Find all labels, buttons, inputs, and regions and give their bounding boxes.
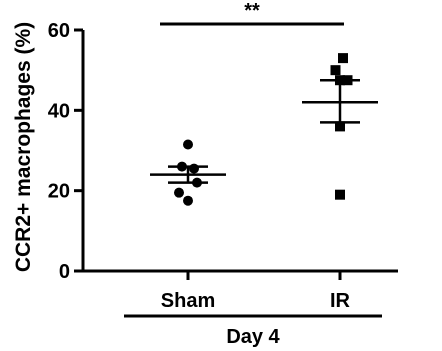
- data-point-square: [342, 75, 353, 86]
- category-label-ir: IR: [330, 290, 351, 312]
- data-point-circle: [177, 161, 187, 172]
- data-point-square: [330, 65, 341, 76]
- y-tick-label: 40: [48, 100, 70, 122]
- data-point-circle: [183, 195, 193, 206]
- data-point-circle: [189, 163, 199, 174]
- data-point-circle: [192, 177, 202, 188]
- data-point-square: [338, 53, 348, 64]
- data-point-square: [335, 121, 345, 132]
- category-label-sham: Sham: [161, 290, 215, 312]
- data-point-square: [335, 189, 345, 200]
- y-axis-label: CCR2+ macrophages (%): [12, 22, 35, 272]
- y-tick-label: 0: [59, 261, 70, 283]
- data-point-square: [335, 75, 345, 86]
- group-label: Day 4: [226, 326, 280, 348]
- data-marks: [150, 53, 378, 206]
- significance-label: **: [244, 0, 260, 22]
- data-point-circle: [183, 139, 193, 150]
- y-tick-label: 60: [48, 20, 70, 42]
- axes: 0 20 40 60: [48, 20, 398, 318]
- y-tick-label: 20: [48, 181, 70, 203]
- data-point-circle: [174, 187, 184, 198]
